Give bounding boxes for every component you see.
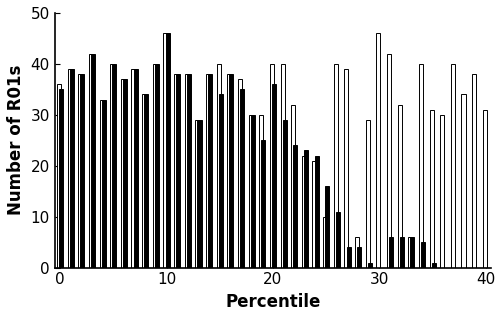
Bar [206,74,210,268]
Bar [219,94,223,268]
Bar [217,64,221,268]
Bar [89,54,93,268]
Bar [272,84,276,268]
Bar [262,140,266,268]
Bar [144,94,148,268]
Bar [410,237,414,268]
Bar [451,64,455,268]
Bar [357,247,361,268]
Bar [421,242,425,268]
Y-axis label: Number of R01s: Number of R01s [7,65,25,216]
Bar [347,247,351,268]
Bar [165,33,170,268]
Bar [67,69,71,268]
Bar [291,105,295,268]
Bar [387,54,391,268]
Bar [112,64,116,268]
Bar [334,64,338,268]
Bar [102,100,106,268]
Bar [248,115,253,268]
Bar [336,211,340,268]
Bar [283,120,287,268]
Bar [400,237,404,268]
Bar [155,64,159,268]
Bar [430,110,434,268]
Bar [345,69,349,268]
Bar [110,64,114,268]
Bar [483,110,487,268]
Bar [176,74,180,268]
Bar [153,64,157,268]
Bar [208,74,212,268]
Bar [440,115,444,268]
Bar [121,79,125,268]
Bar [325,186,329,268]
Bar [293,145,297,268]
X-axis label: Percentile: Percentile [225,293,320,311]
Bar [174,74,178,268]
Bar [91,54,95,268]
Bar [323,217,327,268]
Bar [281,64,285,268]
Bar [187,74,191,268]
Bar [80,74,85,268]
Bar [312,161,316,268]
Bar [227,74,231,268]
Bar [302,156,306,268]
Bar [78,74,82,268]
Bar [185,74,189,268]
Bar [195,120,199,268]
Bar [397,105,402,268]
Bar [238,79,242,268]
Bar [472,74,476,268]
Bar [259,115,263,268]
Bar [57,84,61,268]
Bar [100,100,104,268]
Bar [229,74,233,268]
Bar [59,89,63,268]
Bar [461,94,466,268]
Bar [240,89,244,268]
Bar [250,115,255,268]
Bar [198,120,202,268]
Bar [314,156,318,268]
Bar [142,94,146,268]
Bar [270,64,274,268]
Bar [131,69,135,268]
Bar [432,263,436,268]
Bar [304,150,308,268]
Bar [355,237,359,268]
Bar [70,69,74,268]
Bar [419,64,423,268]
Bar [163,33,167,268]
Bar [134,69,138,268]
Bar [123,79,127,268]
Bar [368,263,372,268]
Bar [408,237,412,268]
Bar [366,120,370,268]
Bar [389,237,393,268]
Bar [376,33,380,268]
